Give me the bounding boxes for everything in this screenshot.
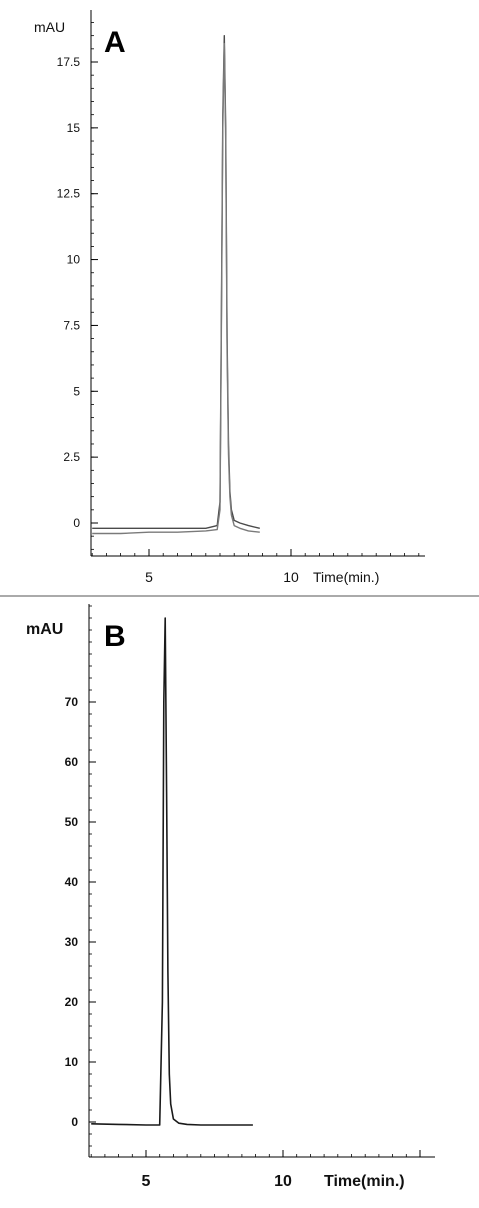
panel-a-series-line-2 <box>92 42 260 535</box>
panel-a-y-unit: mAU <box>34 19 65 35</box>
panel-b-series <box>91 617 253 1126</box>
panel-b-y-tick-label: 20 <box>65 995 79 1009</box>
panel-b-x-label: Time(min.) <box>324 1173 405 1190</box>
panel-b-axes: 0 10 20 30 40 50 60 70 5 10 <box>65 604 435 1190</box>
panel-a-axes: 0 2.5 5 7.5 10 12.5 15 17.5 5 10 <box>57 10 425 585</box>
panel-b: B mAU Time(min.) 0 10 20 30 40 50 60 70 5 10 <box>26 604 435 1190</box>
panel-b-y-tick-label: 0 <box>71 1115 78 1129</box>
panel-a-y-tick-label: 2.5 <box>63 450 80 464</box>
panel-a-x-tick-label: 10 <box>283 569 299 585</box>
panel-b-x-tick-label: 5 <box>142 1173 151 1190</box>
panel-a-x-label: Time(min.) <box>313 569 379 585</box>
panel-b-y-tick-label: 70 <box>65 695 79 709</box>
panel-b-y-tick-label: 60 <box>65 755 79 769</box>
panel-b-y-tick-label: 50 <box>65 815 79 829</box>
panel-a-y-tick-label: 5 <box>73 384 80 398</box>
panel-a-x-tick-label: 5 <box>145 569 153 585</box>
panel-b-x-tick-label: 10 <box>274 1173 292 1190</box>
panel-b-y-tick-label: 30 <box>65 935 79 949</box>
panel-a-series <box>92 35 260 535</box>
panel-a-y-tick-label: 17.5 <box>57 55 81 69</box>
panel-a: A mAU Time(min.) 0 2.5 5 7.5 10 12.5 15 17.5 5 10 <box>34 10 425 585</box>
panel-a-y-tick-label: 15 <box>67 121 81 135</box>
panel-b-y-tick-label: 10 <box>65 1055 79 1069</box>
panel-a-y-tick-label: 0 <box>73 516 80 530</box>
panel-a-y-tick-label: 7.5 <box>63 318 80 332</box>
panel-a-y-tick-label: 12.5 <box>57 187 81 201</box>
panel-a-label: A <box>104 26 126 59</box>
panel-b-label: B <box>104 620 126 653</box>
panel-b-y-tick-label: 40 <box>65 875 79 889</box>
panel-b-y-unit: mAU <box>26 621 63 638</box>
panel-a-y-tick-label: 10 <box>67 253 81 267</box>
panel-b-series-line-1 <box>91 617 253 1126</box>
panel-a-series-line-1 <box>92 35 260 529</box>
